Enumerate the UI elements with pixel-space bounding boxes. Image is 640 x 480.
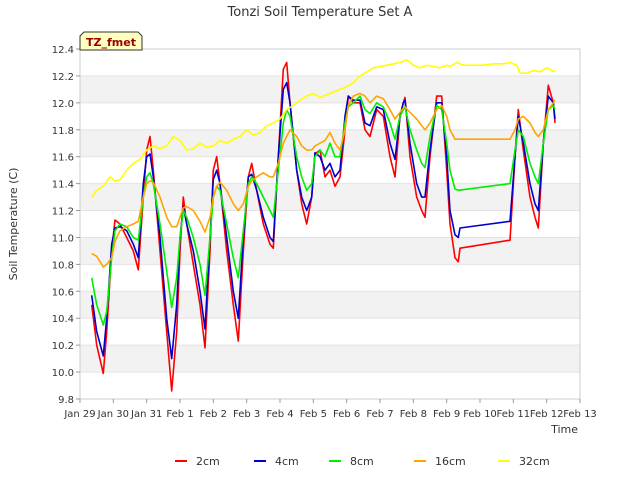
x-tick-label: Feb 7 [366, 409, 393, 420]
x-tick-label: Feb 4 [266, 409, 293, 420]
y-tick-label: 10.8 [52, 260, 74, 271]
annotation-label: TZ_fmet [86, 36, 136, 49]
plot-band [80, 291, 580, 319]
series-line-16cm [91, 92, 556, 268]
y-tick-label: 11.6 [52, 153, 74, 164]
series-line-32cm [91, 59, 556, 198]
x-tick-label: Feb 1 [166, 409, 193, 420]
y-tick-label: 10.6 [52, 287, 74, 298]
y-tick-label: 10.4 [52, 314, 74, 325]
x-axis-ticks: Jan 29 Jan 30 Jan 31 Feb 1 Feb 2 Feb 3 Feb 4 Fe… [63, 399, 597, 420]
y-tick-label: 12.2 [52, 72, 74, 83]
legend-label-2cm: 2cm [196, 455, 220, 468]
y-tick-label: 9.8 [58, 395, 74, 406]
y-tick-label: 10.0 [52, 368, 74, 379]
chart-title: Tonzi Soil Temperature Set A [227, 5, 413, 20]
series-line-8cm [90, 95, 556, 326]
series-lines [90, 59, 556, 392]
plot-band [80, 210, 580, 238]
plot-band [80, 318, 580, 346]
x-tick-label: Jan 30 [97, 409, 129, 420]
legend-label-32cm: 32cm [519, 455, 550, 468]
site-annotation-box: TZ_fmet [79, 31, 143, 51]
plot-band [80, 264, 580, 292]
x-tick-label: Feb 9 [433, 409, 460, 420]
y-tick-label: 12.0 [52, 99, 74, 110]
series-line-2cm [90, 61, 556, 392]
x-tick-label: Feb 3 [233, 409, 260, 420]
y-axis-ticks: 9.8 10.0 10.2 10.4 10.6 10.8 11.0 11.2 11.4 11.6 1… [52, 45, 80, 406]
plot-band [80, 49, 580, 76]
x-tick-label: Feb 10 [463, 409, 497, 420]
legend-label-8cm: 8cm [350, 455, 374, 468]
y-tick-label: 12.4 [52, 45, 74, 56]
plot-frame [79, 48, 581, 400]
y-tick-label: 11.0 [52, 233, 74, 244]
y-tick-label: 11.8 [52, 126, 74, 137]
annotation-badge [79, 31, 143, 51]
series-line-4cm [90, 81, 556, 360]
plot-band [80, 102, 580, 130]
legend-label-4cm: 4cm [275, 455, 299, 468]
plot-band [80, 345, 580, 373]
legend-label-16cm: 16cm [435, 455, 466, 468]
x-tick-label: Feb 12 [530, 409, 564, 420]
plot-band [80, 372, 580, 399]
x-tick-label: Jan 31 [130, 409, 162, 420]
y-tick-label: 11.4 [52, 180, 74, 191]
x-tick-label: Feb 13 [563, 409, 597, 420]
x-tick-label: Feb 5 [300, 409, 327, 420]
plot-band [80, 75, 580, 103]
x-tick-label: Feb 2 [200, 409, 227, 420]
x-tick-label: Feb 8 [400, 409, 427, 420]
x-axis-label: Time [550, 423, 578, 436]
x-tick-label: Feb 6 [333, 409, 360, 420]
plot-background-bands [80, 49, 580, 399]
y-tick-label: 10.2 [52, 341, 74, 352]
x-tick-label: Feb 11 [497, 409, 531, 420]
x-tick-label: Jan 29 [63, 409, 95, 420]
y-tick-label: 11.2 [52, 207, 74, 218]
y-axis-label: Soil Temperature (C) [7, 168, 20, 281]
legend: 2cm 4cm 8cm 16cm 32cm [175, 455, 550, 468]
